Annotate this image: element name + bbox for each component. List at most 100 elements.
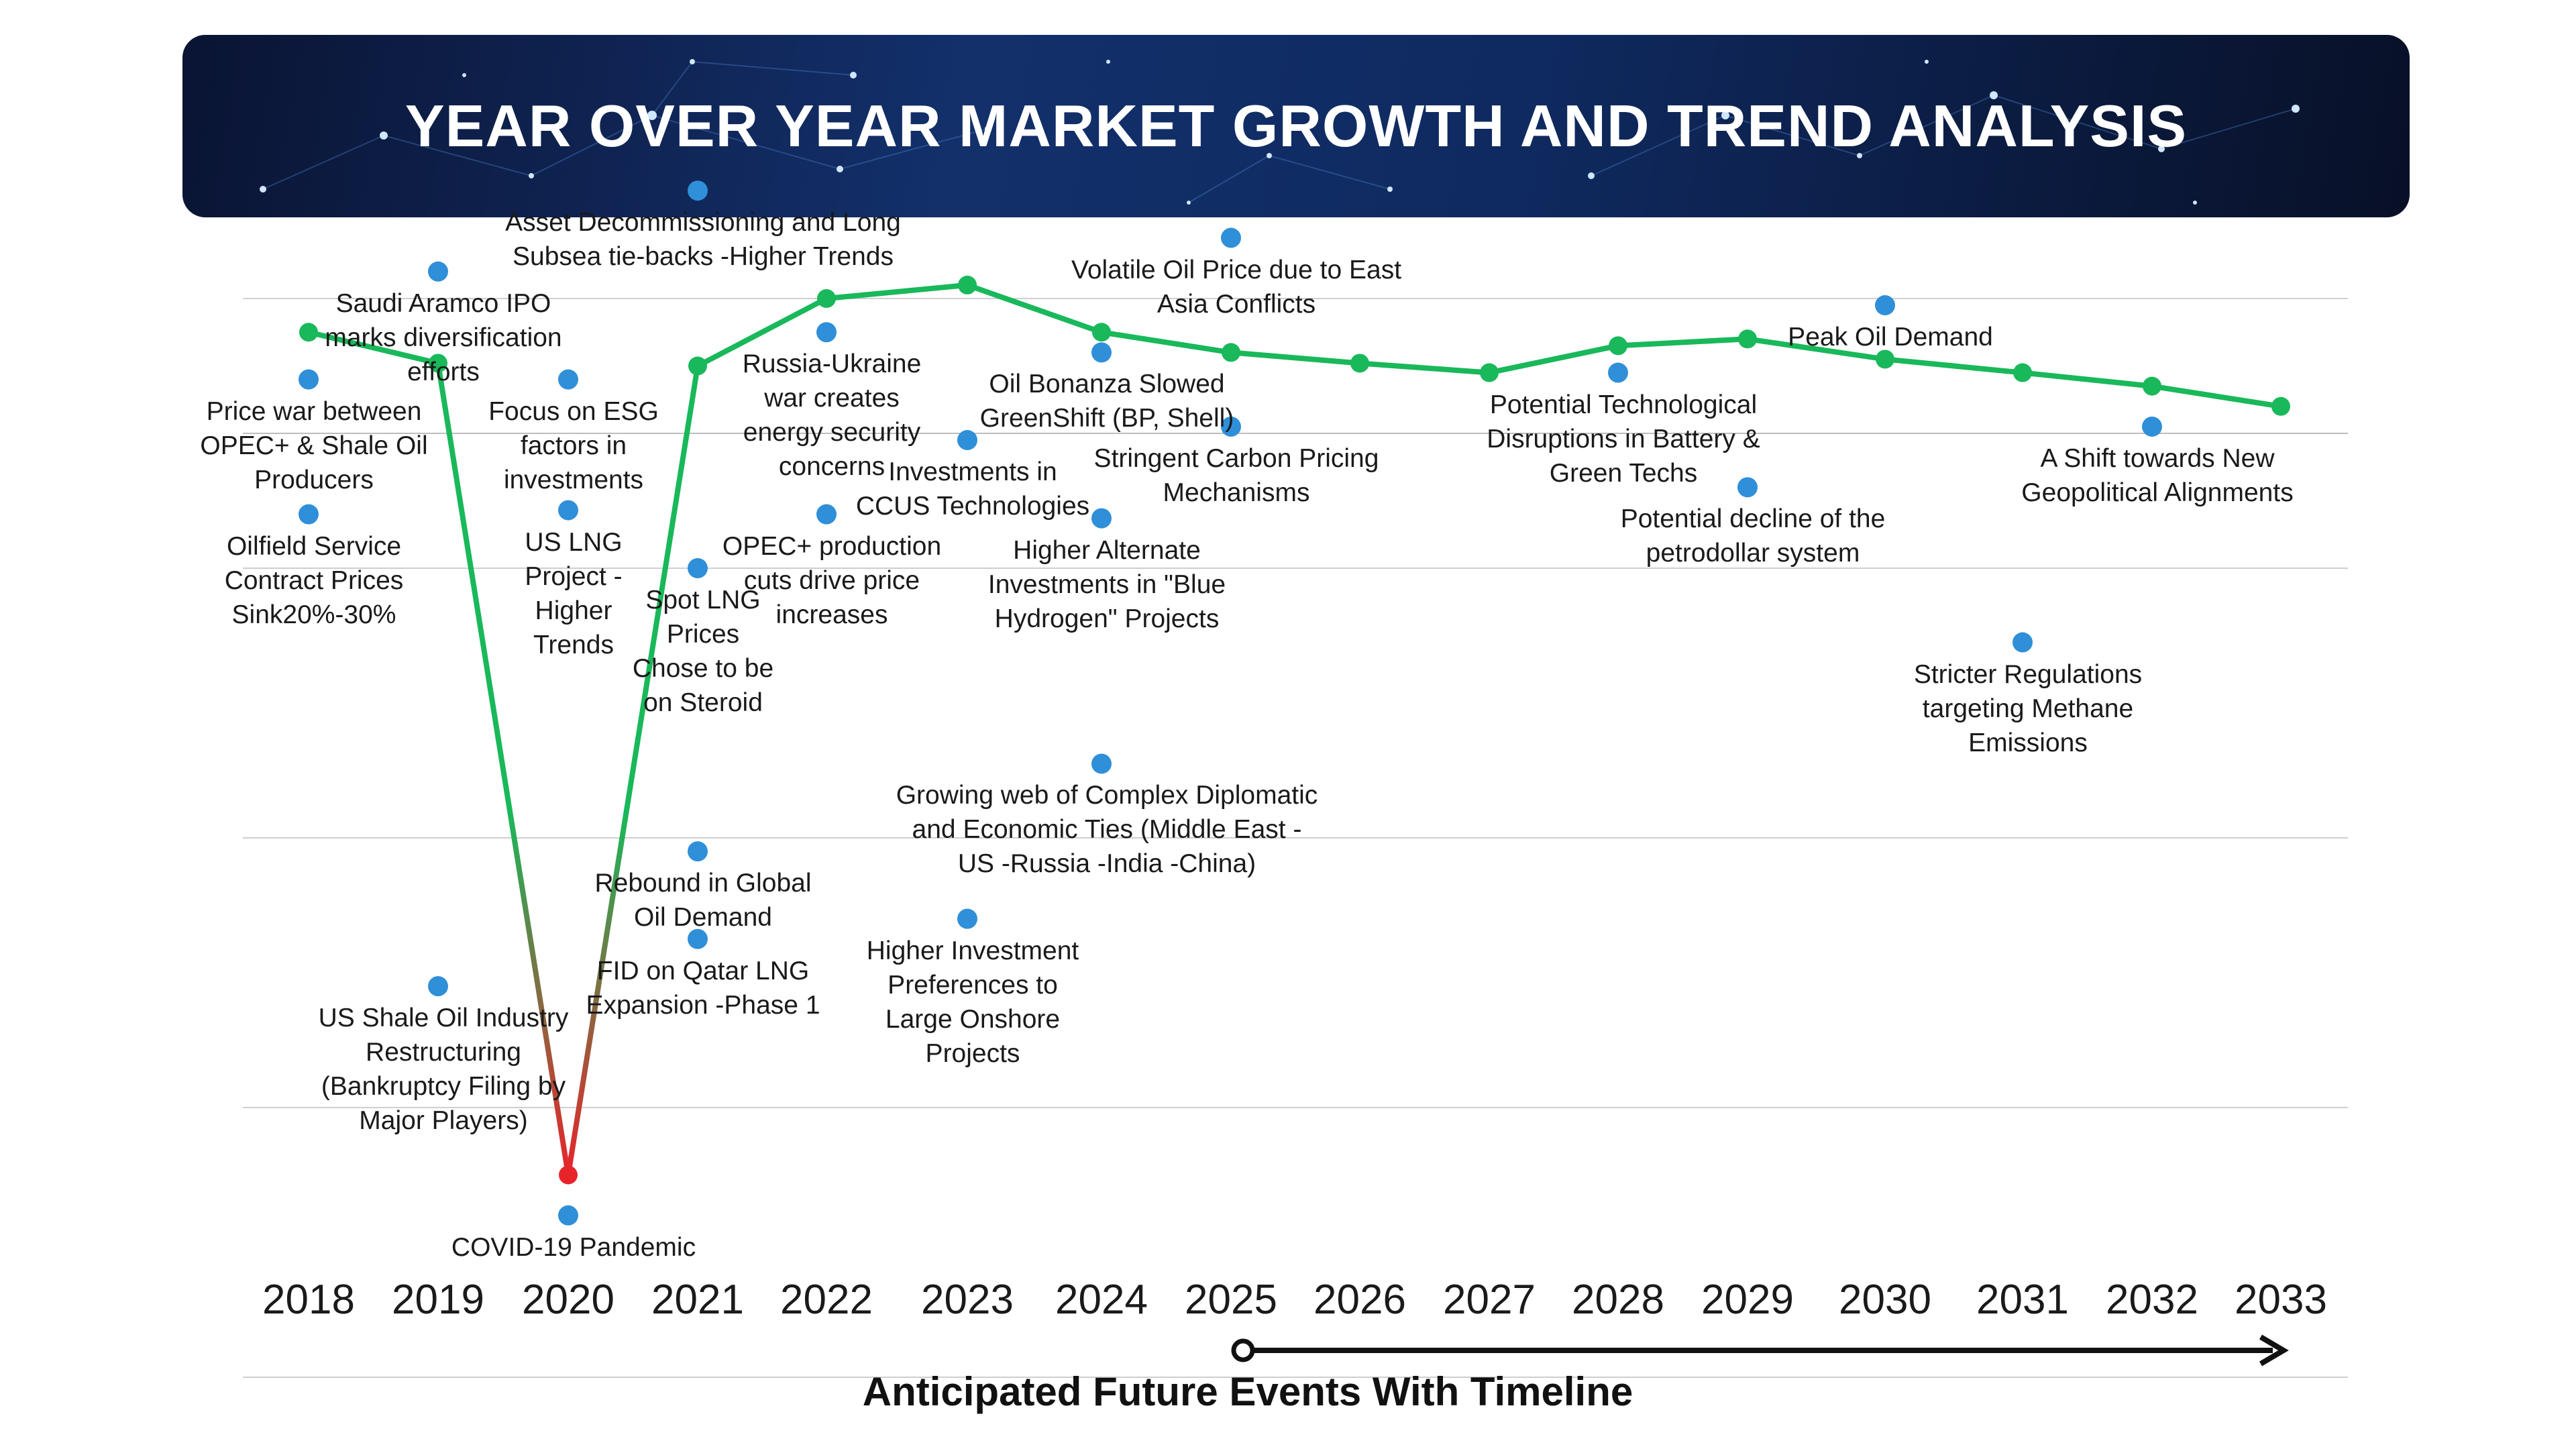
event-dot [688,180,708,201]
trend-segment [2149,383,2284,409]
data-point-2030 [1876,350,1894,369]
event-annotation: Potential Technological Disruptions in Ba… [1487,388,1760,490]
data-point-2031 [2013,363,2032,382]
trend-segment [435,360,571,1178]
tick-label-2022: 2022 [780,1277,873,1323]
event-dot [1221,227,1241,248]
event-annotation-line: Potential decline of the [1620,504,1886,534]
event-annotation: Higher Investment Preferences to Large Ons… [867,934,1079,1071]
event-annotation: Potential decline of the petrodollar syst… [1621,502,1886,570]
event-dot [816,322,837,343]
event-annotation-line: Trends [533,630,614,659]
event-annotation-line: US LNG [525,527,623,557]
event-annotation-line: Green Techs [1549,458,1698,488]
event-annotation-line: Spot LNG [645,586,761,614]
future-events-label: Anticipated Future Events With Timeline [862,1369,1633,1414]
tick-label-2030: 2030 [1839,1277,1931,1323]
event-annotation-line: Oil Demand [634,903,772,932]
event-annotation-line: Preferences to [888,970,1058,1000]
event-annotation-line: Prices [666,620,740,649]
event-dot [688,928,708,949]
timeline-arrow-head [2259,1334,2289,1366]
event-dot [1221,416,1241,437]
event-annotation: Stringent Carbon Pricing Mechanisms [1094,441,1379,510]
event-annotation: Russia-Ukraine war creates energy security… [743,347,922,484]
event-annotation: US LNG Project - Higher Trends [525,525,622,662]
event-annotation: Oilfield Service Contract Prices Sink20%-3… [225,529,404,632]
event-dot [1091,342,1112,363]
tick-label-2033: 2033 [2235,1277,2327,1323]
event-annotation-line: CCUS Technologies [855,492,1090,521]
event-dot [2012,632,2033,653]
event-annotation-line: US Shale Oil Industry [318,1004,569,1033]
event-dot [299,369,319,390]
tick-label-2028: 2028 [1572,1277,1664,1323]
event-annotation: Saudi Aramco IPO marks diversification eff… [325,286,561,389]
data-point-2033 [2271,396,2290,416]
tick-label-2018: 2018 [262,1277,355,1323]
event-annotation-line: Investments in "Blue [987,570,1226,599]
event-annotation-line: Higher [535,596,612,625]
event-annotation-line: cuts drive price [743,566,920,595]
event-dot [1608,362,1628,383]
event-annotation-line: Stricter Regulations [1913,659,2143,689]
tick-label-2027: 2027 [1443,1277,1536,1323]
event-dot [558,369,578,390]
event-annotation-line: Sink20%-30% [231,600,396,629]
event-annotation: COVID-19 Pandemic [451,1230,696,1265]
event-annotation-line: Mechanisms [1163,478,1310,507]
data-point-2021 [688,356,707,376]
event-annotation-line: Projects [925,1038,1020,1068]
trend-segment [965,282,1104,335]
event-annotation-line: Geopolitical Alignments [2021,478,2294,507]
event-annotation-line: marks diversification [325,323,562,352]
title-banner: YEAR OVER YEAR MARKET GROWTH AND TREND A… [182,35,2410,217]
event-dot [299,504,319,525]
event-annotation: FID on Qatar LNG Expansion -Phase 1 [586,954,820,1022]
event-annotation-line: Chose to be [632,654,774,683]
event-annotation-line: concerns [778,452,885,482]
event-annotation: Higher Alternate Investments in "Blue Hydr… [988,533,1226,636]
event-dot [1875,295,1895,316]
star-network-decoration [260,59,2300,205]
event-annotation-line: Asset Decommissioning and Long [505,208,901,237]
trend-segment [1615,336,1750,349]
grid-lines [243,298,2348,1378]
tick-label-2023: 2023 [921,1277,1014,1323]
event-annotation-line: Large Onshore [885,1004,1061,1034]
tick-label-2024: 2024 [1055,1277,1148,1323]
event-annotation: Peak Oil Demand [1788,320,1993,354]
tick-label-2029: 2029 [1701,1277,1794,1323]
data-point-2024 [1092,323,1111,342]
event-annotation-line: investments [503,465,644,494]
event-annotation-line: Expansion -Phase 1 [586,990,820,1020]
trend-segment [695,296,829,369]
event-annotation: US Shale Oil Industry Restructuring (Bankr… [319,1001,569,1138]
data-point-2023 [958,275,977,294]
event-annotation-line: Stringent Carbon Pricing [1093,443,1379,473]
event-annotation-line: Focus on ESG [488,396,659,426]
event-annotation: Rebound in Global Oil Demand [594,866,811,934]
event-annotation-line: Contract Prices [224,566,404,595]
event-annotation-line: increases [775,600,888,629]
event-annotation-line: and Economic Ties (Middle East - [912,815,1302,845]
tick-label-2021: 2021 [651,1277,744,1323]
event-annotation-line: Russia-Ukraine [742,350,922,379]
trend-segment [1487,343,1621,376]
event-annotation-line: Price war between [206,396,422,426]
event-annotation-line: factors in [520,431,627,460]
event-annotation: Investments in CCUS Technologies [856,455,1089,523]
event-annotation-line: US -Russia -India -China) [957,849,1256,879]
future-timeline-arrow [1231,1334,2289,1366]
data-point-2027 [1480,363,1499,382]
event-dot [428,976,448,997]
event-annotation: A Shift towards New Geopolitical Alignmen… [2021,441,2293,510]
event-annotation-line: Restructuring [366,1038,521,1067]
event-annotation-line: Potential Technological [1489,390,1758,419]
trend-segment [1357,360,1492,376]
event-annotation: Price war between OPEC+ & Shale Oil Produc… [200,394,427,497]
trend-segment [2020,370,2155,389]
event-dot [558,500,578,521]
event-annotation-line: Emissions [1968,728,2088,757]
trend-line [306,282,2284,1178]
